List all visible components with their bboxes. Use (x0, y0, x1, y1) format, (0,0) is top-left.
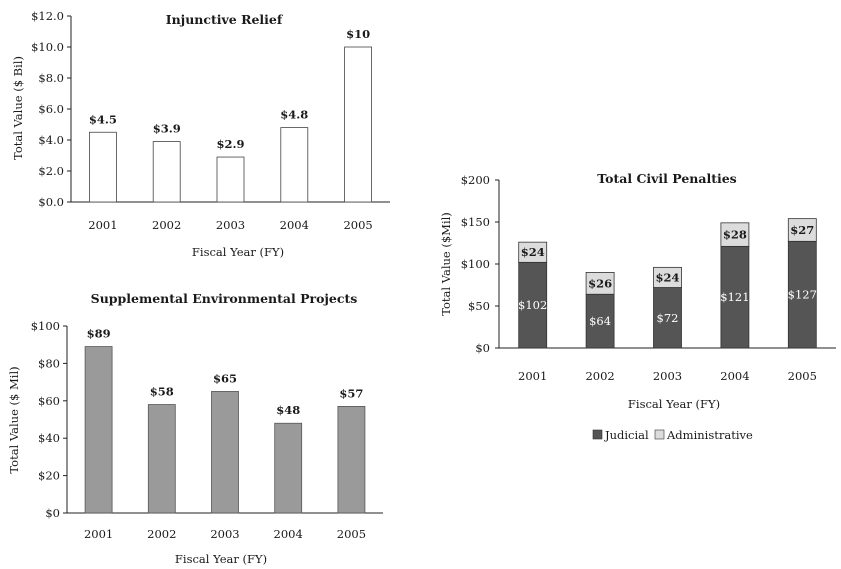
injunctive-bar (216, 156, 245, 203)
injunctive-data-label: $3.9 (153, 122, 181, 136)
civil-penalties-xlabel: Fiscal Year (FY) (628, 397, 720, 411)
injunctive-bar (280, 127, 309, 203)
civil-penalties-ylabel: Total Value ($Mil) (439, 212, 453, 316)
sep-category-label: 2002 (147, 527, 176, 541)
penalties-bar-judicial (585, 293, 615, 349)
injunctive-category-label: 2002 (152, 218, 181, 232)
sep-data-label: $57 (339, 386, 363, 400)
penalties-data-label-judicial: $72 (657, 311, 679, 325)
injunctive-ytick-label: $8.0 (38, 71, 64, 85)
sep-bar (84, 346, 113, 514)
penalties-data-label-administrative: $24 (521, 245, 545, 259)
civil-penalties-chart: Total Civil Penalties Total Value ($Mil)… (439, 171, 836, 442)
sep-data-label: $58 (150, 385, 174, 399)
sep-ylabel: Total Value ($ Mil) (7, 366, 21, 473)
legend-label-judicial: Judicial (604, 428, 649, 442)
sep-bar (211, 391, 239, 514)
sep-xlabel: Fiscal Year (FY) (175, 552, 267, 566)
penalties-category-label: 2001 (518, 369, 547, 383)
injunctive-relief-xlabel: Fiscal Year (FY) (192, 245, 284, 259)
injunctive-category-label: 2004 (280, 218, 309, 232)
penalties-bar-judicial (653, 287, 682, 349)
injunctive-bar (152, 141, 181, 203)
injunctive-ytick-label: $2.0 (38, 164, 64, 178)
sep-data-label: $89 (87, 327, 111, 341)
penalties-data-label-administrative: $24 (655, 270, 679, 284)
penalties-bar-judicial (787, 240, 817, 349)
sep-ytick-label: $40 (38, 431, 60, 445)
penalties-bar-administrative (720, 222, 750, 247)
penalties-category-label: 2002 (585, 369, 614, 383)
penalties-ytick-label: $150 (461, 215, 490, 229)
sep-category-label: 2005 (337, 527, 366, 541)
sep-ytick-label: $80 (38, 356, 60, 370)
penalties-ytick-label: $100 (461, 257, 490, 271)
sep-category-label: 2003 (210, 527, 239, 541)
injunctive-category-label: 2003 (216, 218, 245, 232)
penalties-ytick-label: $0 (475, 341, 490, 355)
penalties-category-label: 2003 (653, 369, 682, 383)
penalties-bar-judicial (720, 245, 750, 349)
civil-penalties-title: Total Civil Penalties (597, 171, 736, 186)
injunctive-data-label: $4.5 (89, 112, 117, 126)
penalties-ytick-label: $200 (461, 173, 490, 187)
sep-chart: Supplemental Environmental Projects Tota… (7, 291, 383, 566)
sep-data-label: $65 (213, 371, 237, 385)
penalties-bar-administrative (585, 271, 615, 295)
penalties-data-label-judicial: $64 (589, 314, 611, 328)
sep-bar (274, 422, 303, 514)
injunctive-relief-chart: Injunctive Relief Total Value ($ Bil) Fi… (11, 9, 390, 259)
penalties-data-label-administrative: $28 (723, 228, 747, 242)
sep-ytick-label: $100 (31, 319, 60, 333)
legend-swatch-administrative (654, 429, 665, 440)
penalties-ytick-label: $50 (468, 299, 490, 313)
sep-category-label: 2004 (274, 527, 303, 541)
penalties-data-label-judicial: $102 (518, 298, 547, 312)
sep-data-label: $48 (276, 403, 300, 417)
sep-bar (147, 404, 176, 514)
injunctive-ytick-label: $10.0 (31, 40, 64, 54)
sep-ytick-label: $20 (38, 469, 60, 483)
sep-category-label: 2001 (84, 527, 113, 541)
penalties-data-label-judicial: $127 (788, 288, 817, 302)
injunctive-bar (89, 131, 117, 203)
injunctive-category-label: 2005 (343, 218, 372, 232)
injunctive-category-label: 2001 (88, 218, 117, 232)
injunctive-ytick-label: $0.0 (38, 195, 64, 209)
legend-label-administrative: Administrative (666, 428, 753, 442)
sep-ytick-label: $60 (38, 394, 60, 408)
injunctive-data-label: $4.8 (280, 108, 308, 122)
injunctive-bar (344, 46, 373, 203)
sep-bar (337, 406, 366, 514)
injunctive-data-label: $10 (346, 27, 370, 41)
penalties-data-label-administrative: $26 (588, 276, 612, 290)
legend-swatch-judicial (592, 429, 603, 440)
penalties-data-label-administrative: $27 (790, 223, 814, 237)
penalties-bar-administrative (787, 218, 817, 242)
injunctive-ytick-label: $12.0 (31, 9, 64, 23)
civil-penalties-legend: Judicial Administrative (592, 428, 753, 442)
injunctive-ytick-label: $6.0 (38, 102, 64, 116)
penalties-bar-administrative (653, 266, 682, 288)
penalties-category-label: 2005 (788, 369, 817, 383)
injunctive-ytick-label: $4.0 (38, 133, 64, 147)
penalties-category-label: 2004 (720, 369, 749, 383)
injunctive-relief-title: Injunctive Relief (166, 12, 284, 27)
penalties-bar-judicial (518, 261, 548, 349)
injunctive-data-label: $2.9 (216, 137, 244, 151)
injunctive-relief-ylabel: Total Value ($ Bil) (11, 56, 25, 160)
penalties-data-label-judicial: $121 (720, 290, 749, 304)
sep-ytick-label: $0 (45, 506, 60, 520)
penalties-bar-administrative (518, 241, 548, 263)
sep-title: Supplemental Environmental Projects (91, 291, 358, 306)
